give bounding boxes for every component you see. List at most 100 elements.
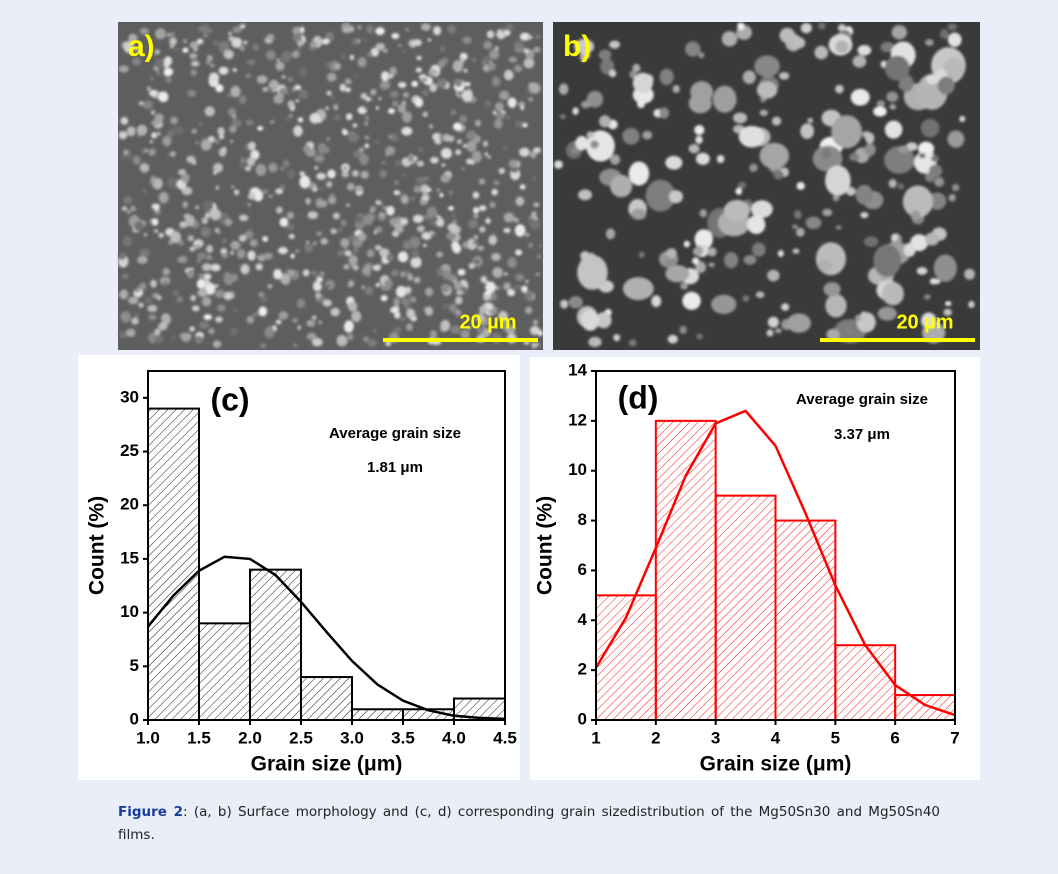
grain	[315, 292, 321, 299]
grain	[215, 284, 219, 288]
grain	[442, 269, 452, 281]
y-tick-label: 20	[120, 495, 139, 514]
grain	[293, 125, 303, 137]
grain	[365, 96, 371, 102]
grain	[402, 111, 412, 123]
grain	[415, 176, 425, 185]
grain	[779, 72, 790, 80]
grain	[964, 268, 975, 280]
grain	[374, 139, 380, 144]
grain	[577, 255, 608, 290]
grain	[214, 227, 220, 233]
grain	[924, 232, 940, 246]
grain	[312, 315, 317, 321]
grain	[759, 142, 790, 169]
grain	[326, 90, 332, 96]
grain	[694, 245, 704, 256]
grain	[857, 44, 872, 56]
grain	[167, 176, 178, 189]
grain	[884, 146, 915, 174]
grain	[298, 67, 307, 77]
grain	[622, 127, 640, 145]
x-tick-label: 3	[711, 728, 720, 747]
grain	[450, 109, 456, 115]
grain	[865, 132, 875, 144]
grain	[327, 169, 336, 179]
grain	[281, 50, 292, 63]
grain	[341, 171, 350, 178]
grain	[712, 85, 737, 113]
grain	[794, 210, 802, 220]
x-tick-label: 6	[890, 728, 899, 747]
grain	[149, 140, 154, 144]
grain	[751, 242, 766, 257]
grain	[299, 171, 305, 176]
grain	[891, 233, 899, 242]
grain	[287, 76, 294, 82]
grain	[345, 113, 353, 121]
y-tick-label: 10	[568, 460, 587, 479]
grain	[134, 47, 139, 52]
grain	[384, 279, 393, 287]
x-tick-label: 4.5	[493, 728, 517, 747]
grain	[460, 329, 470, 340]
grain	[215, 185, 219, 190]
grain	[610, 174, 633, 198]
grain	[295, 249, 300, 254]
grain	[152, 54, 156, 58]
grain	[292, 318, 298, 323]
grain	[198, 273, 205, 279]
grain	[333, 103, 339, 111]
grain	[263, 252, 274, 260]
grain	[498, 90, 510, 101]
grain	[347, 283, 354, 288]
grain	[400, 317, 406, 321]
grain	[507, 288, 516, 297]
grain	[766, 329, 774, 337]
grain	[737, 181, 747, 189]
grain	[230, 240, 241, 250]
grain	[249, 238, 258, 247]
bar	[894, 694, 957, 721]
grain	[884, 120, 903, 139]
grain	[514, 119, 523, 129]
grain	[471, 150, 482, 163]
grain	[506, 115, 510, 120]
grain	[528, 242, 534, 248]
grain	[236, 248, 246, 259]
grain	[822, 208, 833, 217]
grain	[498, 310, 508, 323]
grain	[208, 328, 215, 335]
grain	[264, 326, 275, 339]
grain	[708, 262, 715, 268]
grain	[786, 313, 811, 333]
grain	[191, 305, 200, 312]
grain	[609, 154, 621, 165]
grain	[317, 142, 327, 155]
grain	[429, 231, 433, 234]
grain	[270, 119, 275, 124]
grain	[536, 342, 540, 347]
grain	[462, 241, 469, 249]
grain	[436, 215, 440, 219]
grain	[170, 231, 181, 244]
grain	[929, 278, 938, 285]
grain	[466, 158, 473, 165]
grain	[366, 25, 374, 34]
grain	[405, 28, 409, 32]
grain	[278, 247, 288, 255]
grain	[224, 218, 233, 227]
grain	[189, 326, 195, 332]
grain	[515, 196, 525, 207]
grain	[411, 80, 418, 87]
grain	[379, 169, 387, 178]
grain	[442, 134, 451, 142]
grain	[172, 289, 179, 297]
grain	[196, 38, 204, 45]
grain	[187, 235, 195, 242]
grain	[196, 252, 207, 260]
grain	[435, 140, 440, 143]
grain	[902, 185, 934, 218]
grain	[158, 191, 169, 204]
grain	[968, 300, 975, 308]
